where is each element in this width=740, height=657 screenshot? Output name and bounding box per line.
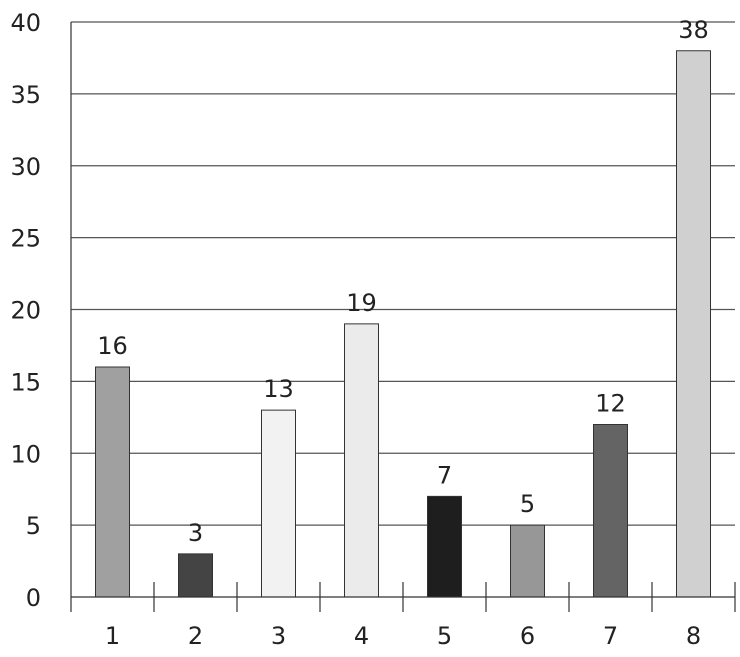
y-tick-label: 35: [10, 81, 41, 109]
x-category-label: 1: [105, 622, 120, 650]
y-tick-label: 40: [10, 9, 41, 37]
gridlines: [71, 21, 735, 526]
data-label: 3: [188, 519, 203, 547]
bars: [95, 50, 711, 598]
data-label: 19: [346, 289, 377, 317]
data-label: 12: [595, 390, 626, 418]
bar-2: [178, 553, 213, 598]
x-category-label: 3: [271, 622, 286, 650]
x-category-label: 5: [437, 622, 452, 650]
axes: [70, 22, 735, 612]
y-tick-label: 10: [10, 440, 41, 468]
bar-8: [676, 50, 711, 598]
y-tick-label: 5: [26, 512, 41, 540]
x-category-labels: 1 2 3 4 5 6 7 8: [105, 622, 701, 650]
y-tick-labels: 0 5 10 15 20 25 30 35 40: [10, 9, 41, 612]
x-category-label: 6: [520, 622, 535, 650]
data-label: 5: [520, 490, 535, 518]
data-label: 7: [437, 461, 452, 489]
y-tick-label: 0: [26, 584, 41, 612]
x-category-label: 4: [354, 622, 369, 650]
bar-4: [344, 323, 379, 598]
x-category-label: 7: [603, 622, 618, 650]
bar-6: [510, 524, 545, 598]
bar-3: [261, 409, 296, 598]
bar-5: [427, 495, 462, 598]
bar-7: [593, 424, 628, 598]
x-category-label: 2: [188, 622, 203, 650]
data-label: 16: [97, 332, 128, 360]
x-category-label: 8: [686, 622, 701, 650]
data-label: 38: [678, 16, 709, 44]
x-tick-marks: [153, 582, 736, 612]
y-tick-label: 15: [10, 368, 41, 396]
y-tick-label: 20: [10, 297, 41, 325]
y-tick-label: 25: [10, 225, 41, 253]
data-labels: 16 3 13 19 7 5 12 38: [97, 16, 709, 547]
data-label: 13: [263, 375, 294, 403]
y-tick-label: 30: [10, 153, 41, 181]
bar-1: [95, 366, 130, 598]
